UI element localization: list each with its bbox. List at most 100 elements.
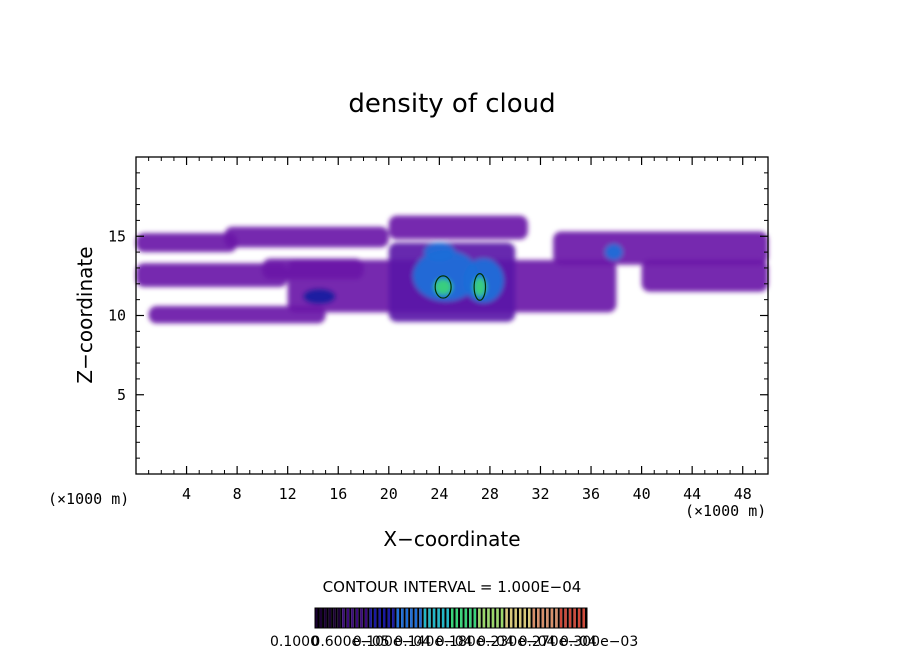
colorbar-swatch — [333, 608, 336, 628]
colorbar-label-4: 0.180e−04 — [436, 634, 514, 650]
cloud-core-5 — [434, 279, 452, 295]
colorbar-swatch — [419, 608, 422, 628]
colorbar-swatch — [373, 608, 377, 628]
colorbar-gap — [439, 608, 442, 628]
colorbar-gap — [584, 608, 587, 628]
colorbar-gap — [380, 608, 383, 628]
colorbar-swatch — [541, 608, 545, 628]
colorbar-label-7: 0.300e−03 — [560, 634, 638, 650]
colorbar-gap — [580, 608, 583, 628]
x-tick-label: 44 — [683, 485, 701, 503]
contour-lines — [434, 273, 487, 301]
colorbar-swatch — [487, 608, 490, 628]
colorbar-label-5: 0.230e−04 — [477, 634, 555, 650]
colorbar-gap — [367, 608, 370, 628]
x-tick-label: 32 — [531, 485, 549, 503]
colorbar-gap — [421, 608, 424, 628]
colorbar-gap — [408, 608, 411, 628]
colorbar-gap — [462, 608, 465, 628]
colorbar-gap — [521, 608, 524, 628]
colorbar-gap — [335, 608, 338, 628]
colorbar-swatch — [410, 608, 413, 628]
colorbar-gap — [571, 608, 574, 628]
colorbar-gap — [512, 608, 515, 628]
colorbar-swatch — [392, 608, 395, 628]
cloud-layer-2 — [388, 215, 528, 240]
colorbar-swatch — [478, 608, 481, 628]
colorbar-swatch — [514, 608, 517, 628]
colorbar-swatch — [546, 608, 549, 628]
colorbar-swatch — [500, 608, 504, 628]
colorbar-gap — [344, 608, 347, 628]
colorbar-gap — [535, 608, 538, 628]
colorbar-gap — [430, 608, 433, 628]
colorbar-gap — [507, 608, 510, 628]
x-tick-label: 24 — [430, 485, 448, 503]
cloud-core-3 — [604, 244, 623, 261]
x-tick-label: 36 — [582, 485, 600, 503]
colorbar-swatch — [460, 608, 463, 628]
colorbar-labels: 0.10000.600e−050.100e−040.140e−040.180e−… — [270, 634, 638, 650]
colorbar-swatch — [423, 608, 427, 628]
contour-line-0 — [434, 275, 452, 299]
contour-line-1 — [473, 273, 487, 301]
colorbar-gap — [562, 608, 565, 628]
colorbar-gap — [539, 608, 542, 628]
colorbar-gap — [340, 608, 343, 628]
colorbar-swatch — [464, 608, 468, 628]
colorbar-swatch — [437, 608, 440, 628]
colorbar-swatch — [532, 608, 536, 628]
colorbar-swatch — [328, 608, 332, 628]
x-tick-label: 4 — [182, 485, 191, 503]
colorbar-swatch — [528, 608, 531, 628]
cloud-layer-3 — [136, 263, 288, 287]
x-tick-label: 28 — [481, 485, 499, 503]
colorbar-gap — [516, 608, 519, 628]
colorbar-swatch — [414, 608, 418, 628]
x-tick-label: 8 — [233, 485, 242, 503]
colorbar-gap — [503, 608, 506, 628]
colorbar-swatch — [319, 608, 323, 628]
colorbar-gap — [394, 608, 397, 628]
colorbar-gap — [544, 608, 547, 628]
colorbar-gap — [426, 608, 429, 628]
colorbar-label-1: 0.600e−05 — [311, 634, 389, 650]
x-tick-label: 40 — [633, 485, 651, 503]
colorbar-swatch — [451, 608, 454, 628]
colorbar-swatch — [342, 608, 345, 628]
colorbar-swatch — [491, 608, 495, 628]
colorbar-gap — [353, 608, 356, 628]
y-tick-label: 5 — [117, 386, 126, 404]
colorbar-gap — [448, 608, 451, 628]
colorbar-swatch — [369, 608, 372, 628]
colorbar-label-2: 0.100e−04 — [353, 634, 431, 650]
colorbar-swatch — [364, 608, 368, 628]
x-tick-label: 16 — [329, 485, 347, 503]
cloud-layer-8 — [553, 231, 768, 265]
x-tick-label: 48 — [734, 485, 752, 503]
colorbar-swatch — [405, 608, 409, 628]
colorbar-gap — [458, 608, 461, 628]
colorbar-swatch — [324, 608, 327, 628]
cloud-layer-0 — [136, 233, 238, 253]
colorbar-swatch — [555, 608, 558, 628]
colorbar-gap — [476, 608, 479, 628]
x-axis-label: X−coordinate — [383, 527, 520, 551]
colorbar-swatch — [577, 608, 581, 628]
colorbar-gap — [371, 608, 374, 628]
colorbar-gap — [376, 608, 379, 628]
colorbar — [314, 607, 588, 629]
chart-title: density of cloud — [348, 89, 555, 119]
colorbar-gap — [390, 608, 393, 628]
colorbar-swatch — [355, 608, 359, 628]
colorbar-gap — [575, 608, 578, 628]
colorbar-gap — [399, 608, 402, 628]
colorbar-gap — [385, 608, 388, 628]
colorbar-gap — [362, 608, 365, 628]
colorbar-gap — [485, 608, 488, 628]
colorbar-swatch — [455, 608, 459, 628]
colorbar-gap — [412, 608, 415, 628]
colorbar-gap — [471, 608, 474, 628]
